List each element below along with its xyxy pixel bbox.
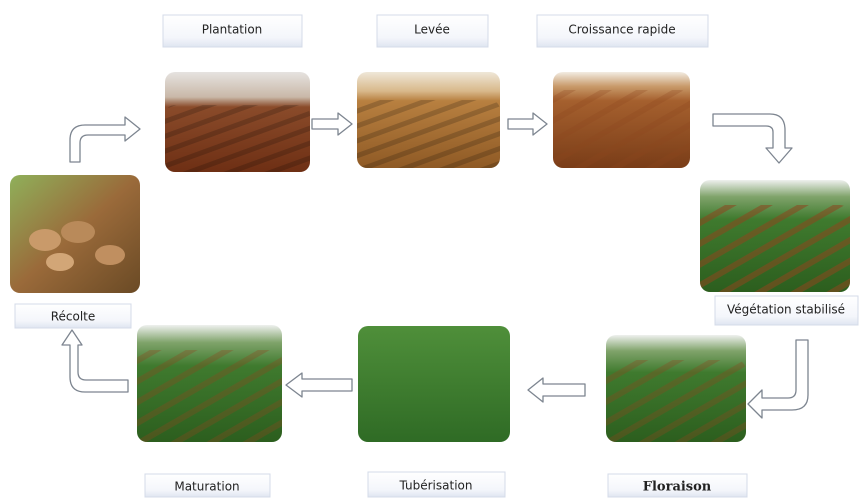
label-box (607, 473, 748, 498)
arrow-curve-right (69, 116, 141, 163)
photo-rows (553, 90, 690, 168)
label-box (376, 14, 489, 48)
photo-rows (137, 350, 282, 442)
photo-tuberisation (358, 326, 510, 442)
photo-rows (357, 100, 500, 168)
stage-label: Levée (414, 23, 450, 37)
stage-label: Tubérisation (399, 479, 473, 493)
label-box (162, 14, 303, 48)
arrow-curve-left (747, 339, 809, 419)
label-box (714, 295, 859, 326)
arrow-curve-up (61, 329, 129, 393)
arrow-right (507, 112, 548, 136)
arrow-left (285, 372, 353, 398)
arrow-right (311, 112, 353, 136)
stage-label: Plantation (202, 23, 263, 37)
arrow-left (527, 377, 586, 403)
photo-rows (700, 205, 850, 292)
potato (95, 245, 125, 265)
photo-rows (606, 360, 746, 442)
labels: Plantation Levée Croissance rapide Végét… (14, 14, 859, 498)
label-box (144, 473, 271, 498)
stage-label: Végétation stabilisé (727, 303, 845, 317)
arrow-curve-down (712, 113, 793, 164)
stage-label: Maturation (174, 480, 239, 494)
label-box (367, 471, 506, 498)
stage-label: Floraison (643, 480, 712, 495)
potato (29, 229, 61, 251)
potato (61, 221, 95, 243)
photos (10, 72, 850, 442)
stage-label: Croissance rapide (568, 23, 675, 37)
potato (46, 253, 74, 271)
photo-rows (165, 105, 310, 172)
label-box (14, 303, 132, 329)
label-box (536, 14, 709, 48)
arrows (61, 112, 809, 419)
stage-label: Récolte (51, 310, 96, 324)
